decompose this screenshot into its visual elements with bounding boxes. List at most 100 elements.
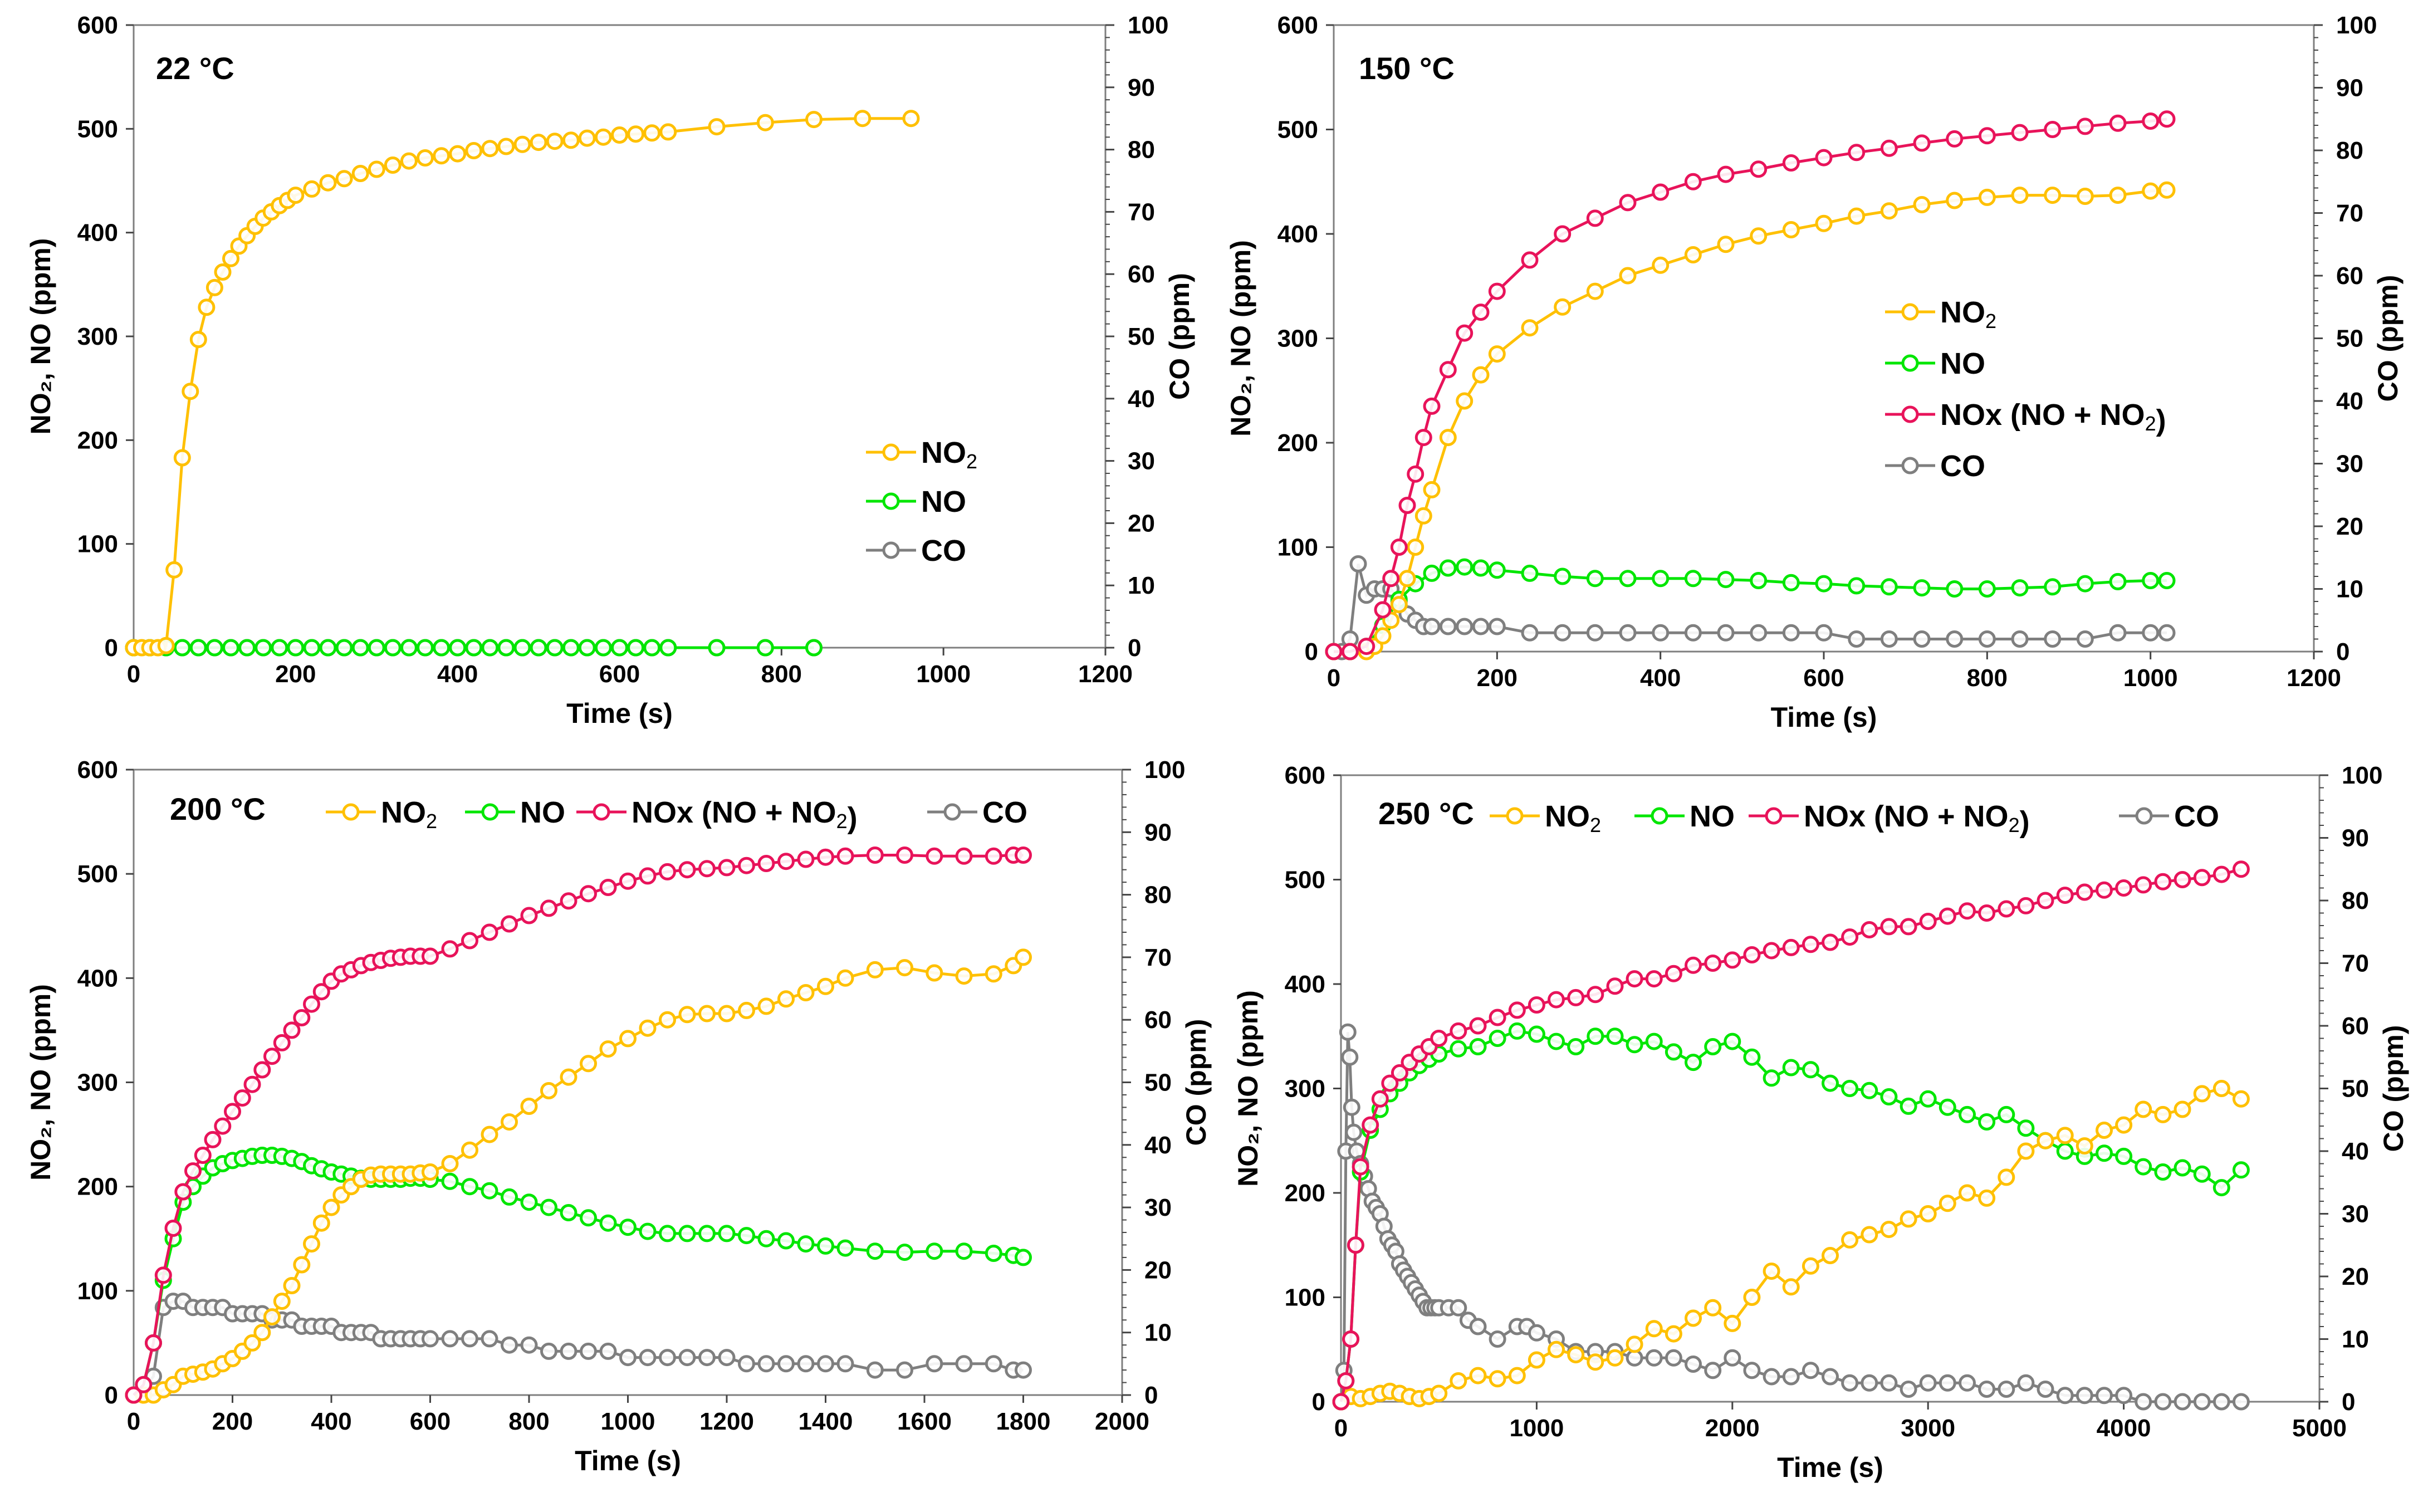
x-tick-label: 400 [1640,664,1681,692]
data-point-co [985,1355,1002,1373]
y-tick-label: 300 [77,323,118,350]
data-point-nox [1508,1001,1526,1019]
data-point-no2 [1489,1370,1506,1388]
data-point-nox [1939,907,1956,925]
data-point-co [1841,1374,1859,1392]
data-point-nox [2212,865,2230,883]
data-point-no [520,1193,538,1211]
data-point-no2 [417,149,434,167]
data-point-nox [1717,165,1735,183]
data-point-no2 [287,187,305,204]
data-point-no [1841,1080,1859,1097]
legend-marker [342,803,360,821]
data-point-no2 [560,1068,577,1086]
data-point-no2 [501,1113,518,1131]
data-point-no [599,1214,617,1232]
data-point-no2 [718,1005,736,1022]
data-point-no2 [1861,1226,1878,1244]
data-point-no2 [1880,202,1898,220]
data-point-co [1978,630,1996,648]
x-tick-label: 600 [599,660,640,688]
x-tick-label: 1000 [1509,1415,1564,1442]
series-line-co [1339,1032,2241,1403]
data-point-no [1652,570,1670,588]
data-point-no [1439,559,1457,577]
data-point-no2 [1456,392,1474,410]
data-point-nox [1815,149,1833,167]
data-point-nox [243,1075,261,1093]
y-tick-label: 600 [1285,762,1325,789]
data-point-co [1900,1381,1917,1398]
data-point-no2 [1390,596,1408,614]
data-point-no2 [384,156,402,174]
data-point-nox [540,899,557,917]
data-point-no [1978,580,1996,598]
data-point-nox [441,940,459,958]
data-point-no [1946,580,1964,598]
data-point-co [1472,618,1490,635]
y-tick-label: 300 [77,1069,118,1097]
temperature-label: 22 °C [156,51,234,86]
data-point-co [1015,1361,1032,1379]
data-point-nox [1382,570,1400,588]
data-point-co [599,1342,617,1360]
legend-entry-no2: NO2 [1490,800,1601,836]
data-point-nox [1352,1158,1369,1176]
data-point-no2 [546,133,564,150]
y2-tick-label: 20 [2342,1263,2369,1290]
data-point-no [896,1244,913,1261]
chart-panel-3: 0 200 400 600 800 1000 1200 1400 1600 1800 2000010… [25,756,1212,1476]
x-tick-label: 5000 [2292,1415,2347,1442]
data-point-co [2096,1387,2113,1405]
legend-marker [882,443,900,461]
data-point-no2 [1959,1184,1976,1202]
data-point-no [173,639,191,657]
y-tick-label: 500 [1285,867,1325,894]
data-point-no [560,1204,577,1221]
y-tick-label: 600 [77,756,118,784]
data-point-no [1724,1033,1741,1050]
data-point-co [1684,624,1702,642]
y-tick-label: 400 [77,219,118,247]
data-point-nox [2174,871,2191,888]
series-no2 [1332,1080,2250,1411]
data-point-co [836,1355,854,1373]
y2-tick-label: 40 [2342,1138,2369,1165]
data-point-co [1782,624,1800,642]
data-point-nox [1587,986,1604,1004]
data-point-no2 [1822,1247,1839,1264]
data-point-no2 [1398,570,1416,588]
data-point-no [481,1182,498,1200]
data-point-no [1567,1038,1585,1055]
data-point-no [805,639,823,657]
data-point-nox [836,847,854,865]
data-point-no [698,1225,716,1242]
data-point-no2 [1815,214,1833,232]
data-point-no [1717,571,1735,589]
x-tick-label: 200 [1477,664,1518,692]
y2-tick-label: 70 [2342,950,2369,977]
y-tick-label: 0 [1305,638,1318,666]
data-point-no2 [182,383,199,400]
data-point-no [619,1219,637,1236]
legend-entry-co: CO [2119,800,2219,833]
data-point-co [2017,1374,2035,1392]
legend-entry-no2: NO2 [326,796,437,833]
data-point-co [2109,624,2127,642]
temperature-label: 150 °C [1359,51,1455,86]
data-point-nox [174,1183,192,1201]
legend-marker [2135,807,2153,825]
data-point-co [2135,1393,2152,1411]
data-point-no [1508,1022,1526,1040]
data-point-nox [985,847,1002,865]
data-point-no [501,1188,518,1206]
legend-marker [943,803,961,821]
data-point-no2 [461,1141,478,1159]
data-point-co [1345,1123,1363,1141]
data-point-co [698,1349,716,1367]
legend-marker [882,541,900,559]
data-point-no2 [449,145,467,163]
data-point-no [1619,570,1637,588]
data-point-co [2193,1393,2211,1411]
